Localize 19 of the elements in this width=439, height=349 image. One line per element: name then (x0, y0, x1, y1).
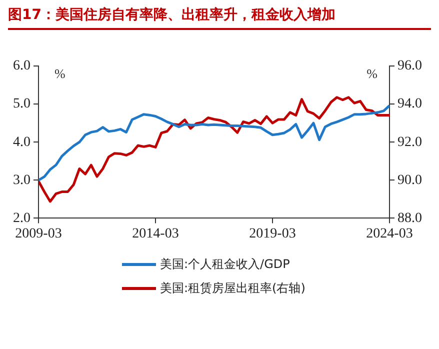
y-tick-label: 3.0 (13, 172, 30, 188)
legend-label: 美国:租赁房屋出租率(右轴) (160, 280, 306, 296)
y-axis-title: % (54, 66, 66, 81)
y2-tick-label: 96.0 (398, 58, 422, 74)
y2-tick-label: 88.0 (398, 210, 422, 226)
y2-tick-label: 94.0 (398, 96, 422, 112)
y2-tick-label: 92.0 (398, 134, 422, 150)
x-tick-label: 2019-03 (249, 226, 296, 242)
y-tick-label: 6.0 (13, 58, 30, 74)
y2-axis-title: % (366, 66, 378, 81)
x-tick-label: 2024-03 (366, 226, 413, 242)
y2-tick-label: 90.0 (398, 172, 422, 188)
x-tick-label: 2009-03 (15, 226, 62, 242)
x-tick-label: 2014-03 (132, 226, 179, 242)
y-tick-label: 4.0 (13, 134, 30, 150)
legend-label: 美国:个人租金收入/GDP (160, 256, 290, 272)
y-tick-label: 2.0 (13, 210, 30, 226)
chart-title: 图17：美国住房自有率降、出租率升，租金收入增加 (8, 6, 431, 30)
y-tick-label: 5.0 (13, 96, 30, 112)
